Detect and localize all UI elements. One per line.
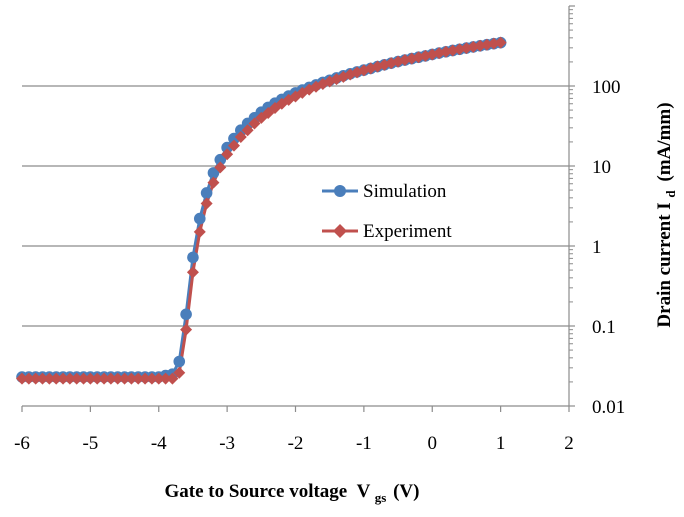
data-point-experiment <box>111 372 124 385</box>
x-tick-label: 2 <box>564 433 574 454</box>
data-point-experiment <box>84 372 97 385</box>
data-point-simulation <box>180 308 192 321</box>
x-tick-label: -3 <box>219 433 235 454</box>
legend-entry-experiment: Experiment <box>322 221 452 242</box>
data-point-experiment <box>36 372 49 385</box>
y-axis-title-unit: (mA/mm) <box>654 102 675 181</box>
data-point-experiment <box>145 372 158 385</box>
legend-label-simulation: Simulation <box>363 181 447 202</box>
data-point-experiment <box>234 131 247 144</box>
data-point-experiment <box>227 139 240 152</box>
x-axis-title-text: Gate to Source voltage <box>164 481 347 502</box>
series-markers <box>16 36 507 385</box>
data-point-experiment <box>50 372 63 385</box>
data-point-experiment <box>159 372 172 385</box>
x-tick-label: 1 <box>496 433 506 454</box>
data-point-experiment <box>152 372 165 385</box>
data-point-experiment <box>180 323 193 336</box>
legend-entry-simulation: Simulation <box>322 181 447 202</box>
data-point-experiment <box>214 161 227 174</box>
data-point-experiment <box>77 372 90 385</box>
data-point-experiment <box>16 372 28 385</box>
data-point-simulation <box>207 167 220 179</box>
series-line-simulation <box>22 41 501 379</box>
data-point-experiment <box>98 372 111 385</box>
y-tick-label: 0.1 <box>592 317 616 338</box>
data-point-experiment <box>241 124 254 137</box>
data-point-experiment <box>125 372 138 385</box>
grid-lines <box>22 85 569 327</box>
y-axis-title: Drain current I d (mA/mm) <box>654 102 680 327</box>
data-point-experiment <box>207 176 220 189</box>
data-point-experiment <box>364 62 377 75</box>
legend-marker-simulation <box>334 185 346 197</box>
x-tick-label: -1 <box>356 433 372 454</box>
y-tick-label: 10 <box>592 157 611 178</box>
data-point-experiment <box>70 372 83 385</box>
data-point-experiment <box>57 372 70 385</box>
y-axis-title-subscript: d <box>663 190 678 198</box>
x-tick-label: -2 <box>288 433 304 454</box>
data-point-experiment <box>221 148 234 161</box>
legend: Simulation Experiment <box>322 181 452 242</box>
data-point-experiment <box>193 225 206 238</box>
data-point-experiment <box>173 366 186 379</box>
axes <box>21 5 575 412</box>
y-tick-label: 0.01 <box>592 397 625 418</box>
data-point-experiment <box>63 372 76 385</box>
x-tick-label: 0 <box>428 433 438 454</box>
data-point-experiment <box>132 372 145 385</box>
data-point-experiment <box>200 197 213 210</box>
data-point-experiment <box>29 372 42 385</box>
data-point-simulation <box>214 153 227 166</box>
series-lines <box>22 41 501 381</box>
legend-marker-experiment <box>333 224 347 238</box>
x-tick-label: -4 <box>151 433 167 454</box>
data-point-experiment <box>139 372 152 385</box>
x-tick-label: -6 <box>14 433 30 454</box>
data-point-experiment <box>43 372 56 385</box>
data-point-simulation <box>193 212 206 225</box>
data-point-experiment <box>494 36 507 49</box>
data-point-experiment <box>166 372 179 385</box>
data-point-simulation <box>187 251 199 264</box>
x-axis-title: Gate to Source voltage V gs (V) <box>164 481 419 507</box>
data-point-experiment <box>186 266 199 279</box>
y-tick-label: 1 <box>592 237 602 258</box>
y-tick-label: 100 <box>592 77 621 98</box>
x-axis-title-symbol: V <box>357 481 371 502</box>
data-point-experiment <box>22 372 35 385</box>
data-point-simulation <box>200 187 213 199</box>
series-line-experiment <box>22 41 501 381</box>
x-axis-title-unit: (V) <box>393 481 419 502</box>
x-tick-label: -5 <box>82 433 98 454</box>
data-point-simulation <box>173 355 186 368</box>
tick-labels: -6 -5 -4 -3 -2 -1 0 1 2 0.01 0.1 1 10 100 <box>14 77 625 454</box>
data-point-experiment <box>118 372 131 385</box>
y-axis-title-text: Drain current I <box>654 202 675 327</box>
legend-label-experiment: Experiment <box>363 221 452 242</box>
data-point-experiment <box>104 372 117 385</box>
data-point-experiment <box>91 372 104 385</box>
x-axis-title-subscript: gs <box>375 490 387 505</box>
data-point-experiment <box>248 117 261 130</box>
